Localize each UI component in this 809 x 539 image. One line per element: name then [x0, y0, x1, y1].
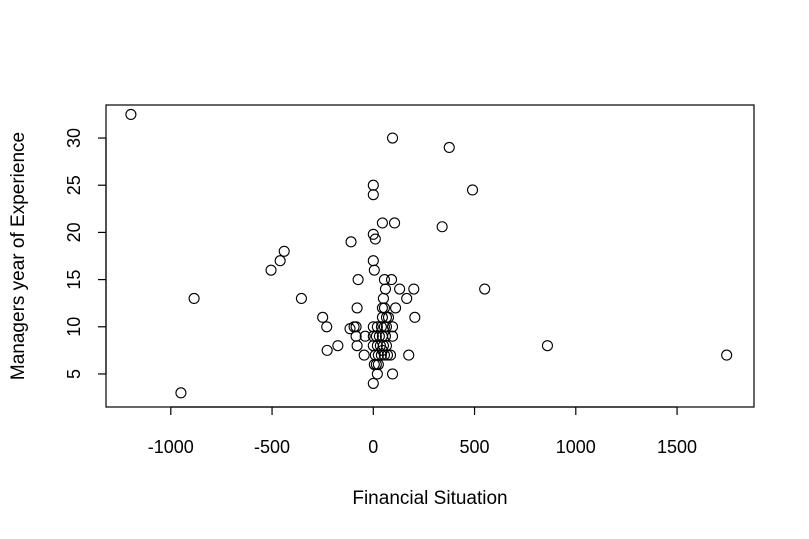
data-point [371, 368, 383, 380]
x-tick-label: 1500 [657, 437, 697, 457]
data-point [479, 283, 491, 295]
data-point [367, 330, 379, 342]
data-point [352, 274, 364, 286]
x-tick-label: -500 [254, 437, 290, 457]
x-tick-label: 0 [368, 437, 378, 457]
y-tick-label: 10 [64, 317, 84, 337]
data-point [385, 274, 398, 286]
data-point [188, 292, 200, 305]
data-point [394, 283, 406, 295]
x-tick-label: 1000 [556, 437, 596, 457]
data-point [386, 321, 399, 333]
data-point [367, 228, 379, 240]
data-point [367, 189, 379, 201]
y-axis: 5 10 15 20 25 30 [64, 128, 107, 379]
data-point [278, 245, 290, 257]
data-point [359, 330, 371, 342]
data-point [368, 264, 380, 276]
data-point [351, 340, 363, 352]
data-point [317, 311, 329, 323]
data-point [350, 330, 362, 342]
data-point [721, 349, 733, 361]
x-axis: -1000 -500 0 500 1000 1500 [148, 406, 697, 457]
data-point [367, 377, 379, 389]
y-tick-label: 20 [64, 222, 84, 242]
y-tick-label: 30 [64, 128, 84, 148]
data-point [345, 236, 357, 248]
data-point [265, 264, 277, 276]
data-point [379, 283, 392, 295]
data-point [436, 221, 448, 233]
data-point [403, 349, 415, 361]
data-point [321, 321, 333, 333]
data-point [409, 311, 421, 323]
data-point [377, 292, 389, 305]
data-point [175, 387, 187, 399]
data-point [378, 349, 390, 361]
data-point [274, 255, 286, 267]
data-point [443, 141, 455, 154]
data-point [295, 292, 307, 305]
y-tick-label: 25 [64, 175, 84, 195]
data-point [466, 184, 479, 196]
y-axis-title: Managers year of Experience [8, 132, 29, 380]
data-point [386, 368, 399, 380]
data-point [369, 233, 381, 245]
data-point [321, 344, 333, 356]
data-point [378, 274, 390, 286]
data-point [358, 349, 370, 361]
data-point [401, 292, 413, 305]
data-points [125, 108, 733, 399]
plot-frame [105, 104, 755, 408]
data-point [386, 132, 399, 144]
data-point [390, 302, 402, 314]
x-tick-label: -1000 [148, 437, 194, 457]
data-point [350, 321, 362, 333]
data-point [351, 302, 363, 314]
data-point [125, 108, 137, 120]
data-point [389, 217, 401, 229]
data-point [367, 179, 379, 191]
x-axis-title: Financial Situation [352, 488, 507, 509]
y-tick-label: 5 [64, 369, 84, 379]
data-point [376, 217, 388, 229]
data-point [384, 349, 397, 361]
data-point [367, 255, 379, 267]
data-point [332, 340, 344, 352]
data-point [408, 283, 420, 295]
x-tick-label: 500 [460, 437, 490, 457]
data-point [376, 344, 388, 356]
data-point [541, 340, 554, 352]
y-tick-label: 15 [64, 270, 84, 290]
